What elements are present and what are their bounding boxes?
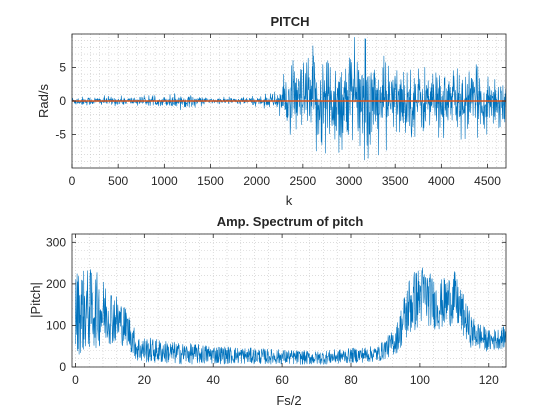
pitch-x-ticks: 0 500 1000 1500 2000 2500 3000 3500 4000 4500 <box>69 34 501 188</box>
y-tick-label: 5 <box>59 61 66 75</box>
y-tick-label: 100 <box>46 318 66 332</box>
series-line-0 <box>75 267 506 365</box>
x-tick-label: 80 <box>344 373 358 387</box>
x-tick-label: 4000 <box>428 174 455 188</box>
spectrum-x-ticks: 0 20 40 60 80 100 120 <box>72 234 499 387</box>
x-tick-label: 3500 <box>382 174 409 188</box>
y-tick-label: 0 <box>59 360 66 374</box>
spectrum-panel: Amp. Spectrum of pitch 0 20 40 60 80 100 120 0… <box>28 214 507 408</box>
pitch-y-ticks: -5 0 5 <box>55 61 506 142</box>
spectrum-ylabel: |Pitch| <box>28 282 43 318</box>
y-tick-label: 0 <box>59 94 66 108</box>
pitch-plot-area <box>72 37 506 161</box>
x-tick-label: 2000 <box>243 174 270 188</box>
x-tick-label: 60 <box>275 373 289 387</box>
pitch-title: PITCH <box>271 14 310 29</box>
spectrum-title: Amp. Spectrum of pitch <box>217 214 364 229</box>
x-tick-label: 4500 <box>474 174 501 188</box>
x-tick-label: 120 <box>479 373 499 387</box>
spectrum-y-ticks: 0 100 200 300 <box>46 235 506 374</box>
y-tick-label: -5 <box>55 128 66 142</box>
spectrum-plot-area <box>75 267 506 365</box>
x-tick-label: 1500 <box>197 174 224 188</box>
x-tick-label: 2500 <box>289 174 316 188</box>
spectrum-axes-box <box>71 233 507 368</box>
x-tick-label: 0 <box>69 174 76 188</box>
pitch-ylabel: Rad/s <box>36 84 51 118</box>
x-tick-label: 40 <box>207 373 221 387</box>
spectrum-xlabel: Fs/2 <box>276 393 301 408</box>
x-tick-label: 3000 <box>336 174 363 188</box>
series-line-0 <box>72 37 506 161</box>
y-tick-label: 300 <box>46 235 66 249</box>
y-tick-label: 200 <box>46 277 66 291</box>
x-tick-label: 1000 <box>151 174 178 188</box>
x-tick-label: 20 <box>138 373 152 387</box>
pitch-xlabel: k <box>286 193 293 208</box>
pitch-panel: PITCH 0 500 1000 1500 2000 2500 3000 3500 4000 45… <box>36 14 507 208</box>
x-tick-label: 0 <box>72 373 79 387</box>
x-tick-label: 100 <box>410 373 430 387</box>
x-tick-label: 500 <box>108 174 128 188</box>
